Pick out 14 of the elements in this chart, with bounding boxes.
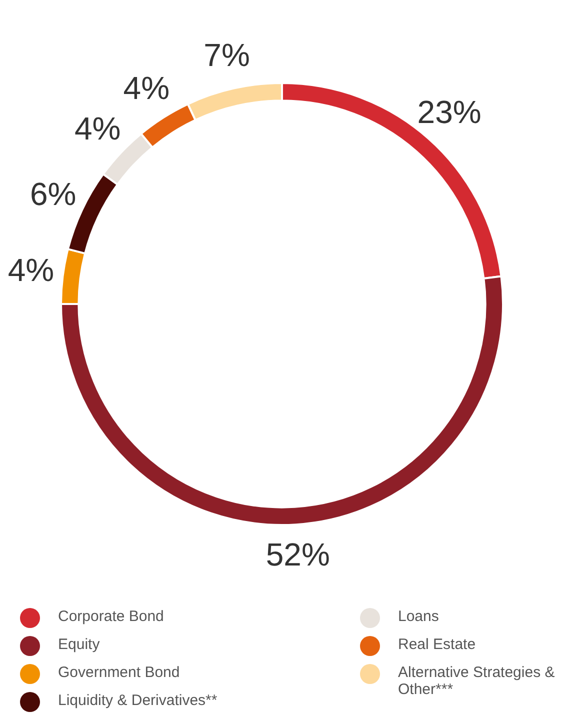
data-label: 23% [417,94,482,130]
data-label: 52% [266,536,330,572]
legend-label: Real Estate [398,636,476,653]
data-label: 6% [30,176,76,212]
legend-label: Government Bond [58,664,180,681]
legend-label: Liquidity & Derivatives** [58,692,218,709]
legend-label: Equity [58,636,100,653]
legend-label: Corporate Bond [58,608,164,625]
data-label: 4% [123,70,170,106]
data-label: 7% [204,36,250,73]
legend-label: Loans [398,608,439,625]
data-label: 4% [8,252,54,288]
data-label: 4% [74,110,121,147]
legend-label: Alternative Strategies & Other*** [398,664,556,698]
